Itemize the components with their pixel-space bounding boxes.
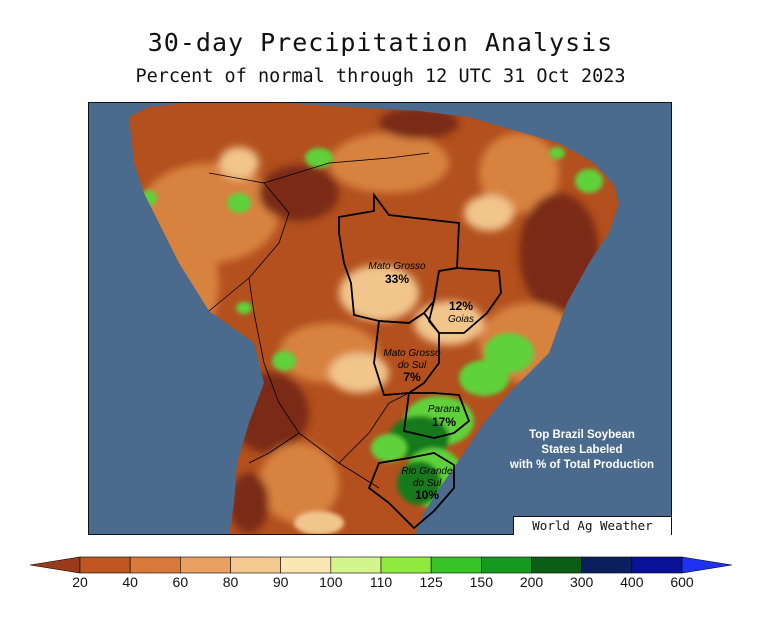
legend-tick-label: 300 (569, 574, 594, 590)
legend-tick-label: 400 (620, 574, 644, 590)
legend-segments (30, 556, 732, 574)
legend-tick-label: 80 (222, 574, 239, 590)
precipitation-map: Mato Grosso 33% 12% Goias Mato Grosso do… (88, 102, 672, 535)
map-subtitle: Percent of normal through 12 UTC 31 Oct … (135, 66, 626, 87)
mato-grosso-name: Mato Grosso (368, 261, 426, 272)
legend-tick-label: 600 (670, 574, 694, 590)
legend-tick-label: 90 (272, 574, 289, 590)
mato-grosso-border (338, 192, 460, 324)
mato-grosso-pct: 33% (384, 271, 410, 286)
legend-tick-label: 40 (122, 574, 138, 590)
legend-tick-label: 60 (172, 574, 189, 590)
color-legend (30, 556, 732, 574)
legend-tick-label: 125 (419, 574, 443, 590)
legend-tick-label: 110 (369, 574, 393, 590)
map-canvas (89, 103, 671, 534)
legend-arrow-low (30, 556, 81, 574)
parana-name: Parana (427, 404, 461, 415)
parana-border (403, 392, 471, 439)
mato-grosso-do-sul-label: Mato Grosso do Sul 7% (372, 348, 452, 385)
credit-label: World Ag Weather (513, 516, 671, 535)
rio-grande-do-sul-pct: 10% (414, 488, 440, 502)
legend-swatch (581, 556, 633, 574)
note-line-3: with % of Total Production (509, 458, 655, 471)
parana-label: Parana 17% (414, 404, 474, 429)
note-line-2: States Labeled (541, 443, 623, 456)
mato-grosso-label: Mato Grosso 33% (357, 261, 437, 286)
note-line-1: Top Brazil Soybean (529, 429, 635, 441)
mato-grosso-do-sul-name-1: Mato Grosso (383, 348, 441, 359)
mato-grosso-do-sul-border (373, 311, 440, 396)
legend-swatch (330, 556, 382, 574)
rio-grande-do-sul-border (367, 452, 455, 530)
legend-tick-label: 200 (519, 574, 544, 590)
mato-grosso-do-sul-pct: 7% (403, 370, 421, 384)
legend-swatch (430, 556, 482, 574)
legend-swatch (79, 556, 131, 574)
legend-swatch (481, 556, 532, 574)
soybean-state-borders (338, 192, 502, 530)
rio-grande-do-sul-name-1: Rio Grande (401, 466, 453, 477)
rio-grande-do-sul-name-2: do Sul (412, 477, 442, 489)
legend-swatch (180, 556, 231, 574)
rio-grande-do-sul-label: Rio Grande do Sul 10% (391, 466, 463, 503)
legend-arrow-high (681, 556, 732, 574)
soybean-note: Top Brazil Soybean States Labeled with %… (494, 428, 670, 473)
goias-name: Goias (447, 313, 475, 325)
legend-swatch (280, 556, 332, 574)
legend-swatch (129, 556, 181, 574)
legend-swatch (531, 556, 582, 574)
legend-tick-label: 150 (469, 574, 494, 590)
country-borders (208, 152, 430, 489)
legend-tick-label: 100 (319, 574, 343, 590)
goias-pct: 12% (448, 299, 474, 313)
map-title: 30-day Precipitation Analysis (147, 28, 614, 57)
goias-label: 12% Goias (441, 299, 481, 325)
mato-grosso-do-sul-name-2: do Sul (397, 359, 427, 371)
legend-tick-label: 20 (72, 574, 88, 590)
goias-border (428, 267, 502, 334)
parana-pct: 17% (431, 414, 457, 429)
legend-swatch (230, 556, 281, 574)
legend-swatch (631, 556, 683, 574)
legend-swatch (380, 556, 432, 574)
